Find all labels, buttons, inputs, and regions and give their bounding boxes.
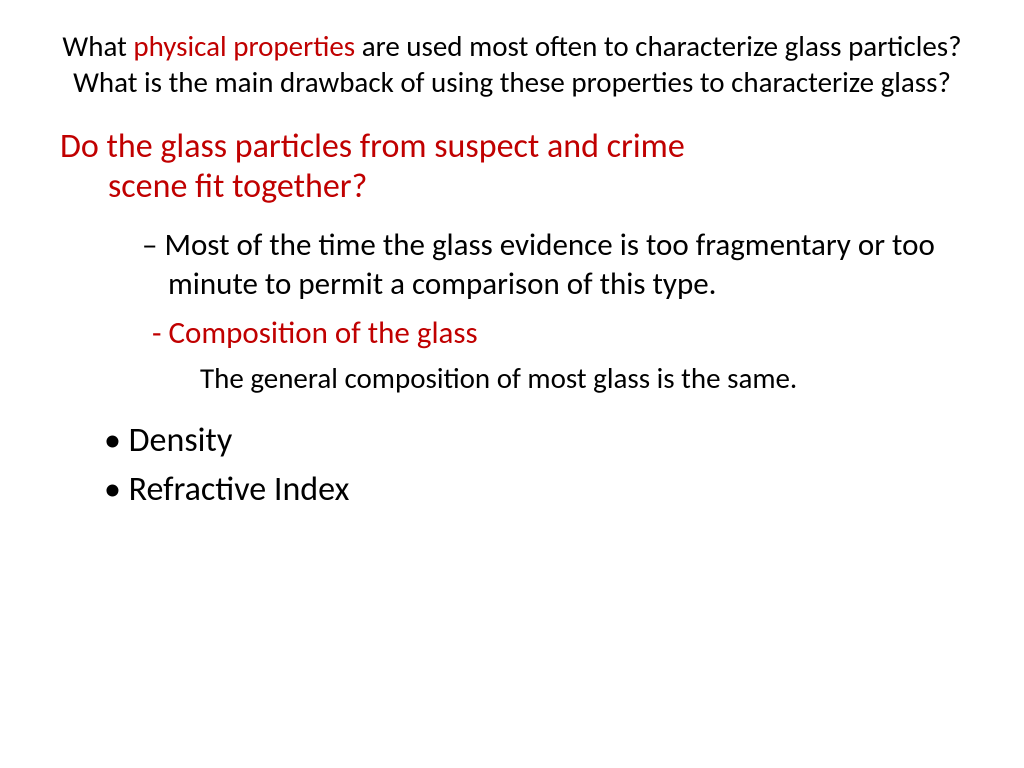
bullet-1-text: Density <box>129 420 233 461</box>
sub-dash-text: Most of the time the glass evidence is t… <box>164 226 934 303</box>
sub-red-text: Composition of the glass <box>169 314 478 352</box>
question-line-2: scene fit together? <box>60 167 964 208</box>
sub-bullet-red: Composition of the glass <box>60 314 964 352</box>
sub-bullet-dash: Most of the time the glass evidence is t… <box>60 226 964 304</box>
question-line-1: Do the glass particles from suspect and … <box>60 126 685 167</box>
bullet-refractive-index: Refractive Index <box>60 467 964 513</box>
slide-title: What physical properties are used most o… <box>60 28 964 101</box>
title-pre: What <box>62 28 133 64</box>
bullet-density: Density <box>60 418 964 464</box>
sub-body-text: The general composition of most glass is… <box>60 360 964 396</box>
title-highlight: physical properties <box>133 28 355 64</box>
main-question: Do the glass particles from suspect and … <box>60 127 964 209</box>
bullet-2-text: Refractive Index <box>129 469 350 510</box>
slide: What physical properties are used most o… <box>0 0 1024 768</box>
